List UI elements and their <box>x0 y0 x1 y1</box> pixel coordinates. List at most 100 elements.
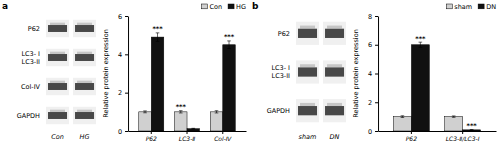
x-tick: LC3-Ⅱ/LC3-Ⅰ <box>446 131 480 142</box>
panel: aP62LC3- ILC3-IICol-IVGAPDHConHG <box>2 1 96 141</box>
blot-background <box>323 22 346 45</box>
x-tick: P62 <box>406 131 417 142</box>
bar <box>151 37 164 131</box>
blot-smear <box>50 81 65 83</box>
y-tick-label: 4 <box>368 70 372 78</box>
blot-background <box>296 60 319 83</box>
row-label: GAPDH <box>267 107 290 115</box>
x-tick-label: Col-Ⅳ <box>214 135 232 142</box>
legend: shamDN <box>446 3 496 11</box>
y-axis-title: Relative protein expression <box>352 29 360 118</box>
significance-label: *** <box>224 33 235 41</box>
x-axis: P62 LC3-Ⅱ Col-Ⅳ <box>129 131 247 142</box>
x-tick-label: LC3-Ⅱ/LC3-Ⅰ <box>446 135 480 142</box>
blot-background <box>73 49 96 66</box>
blot-background <box>46 49 69 66</box>
blot-smear <box>300 103 315 106</box>
y-axis: 0 2 4 6 <box>118 13 129 136</box>
blot-smear <box>300 26 315 29</box>
y-tick-label: 8 <box>368 13 372 21</box>
blot-background <box>296 99 319 122</box>
error-bar <box>419 42 423 47</box>
blot-band <box>75 54 94 61</box>
legend-swatch <box>228 4 234 9</box>
x-tick-mark <box>462 131 463 134</box>
column-label: HG <box>80 133 90 141</box>
y-tick: 6 <box>118 13 128 21</box>
bar <box>223 45 236 131</box>
bar <box>393 117 411 131</box>
significance-label: *** <box>176 103 187 111</box>
legend-item: HG <box>228 3 246 11</box>
y-axis-title: Relative protein expression <box>102 29 110 118</box>
x-tick-mark <box>411 131 412 134</box>
panel: 0 2 4 6 8 P62 LC3-Ⅱ/LC3-Ⅰ Relative protein expr… <box>352 3 496 142</box>
plot: 0 2 4 6 8 P62 LC3-Ⅱ/LC3-Ⅰ Relative protein expr… <box>352 3 496 142</box>
legend-swatch <box>478 4 484 9</box>
error-bar <box>143 111 147 113</box>
y-tick: 0 <box>118 128 128 136</box>
blot-band <box>298 106 317 115</box>
blot-background <box>323 60 346 83</box>
blot-background <box>296 22 319 45</box>
y-tick-mark <box>125 54 128 55</box>
blot-smear <box>50 23 65 25</box>
bar <box>139 112 152 131</box>
y-tick-mark <box>375 16 378 17</box>
blot-band <box>75 112 94 119</box>
y-tick-mark <box>125 131 128 132</box>
blot-background <box>73 20 96 37</box>
y-tick-label: 6 <box>368 41 372 49</box>
y-tick: 2 <box>118 89 128 97</box>
significance-label: *** <box>415 35 426 43</box>
bar <box>210 112 223 131</box>
legend-swatch <box>201 4 207 9</box>
blot-smear <box>300 64 315 67</box>
blot-band <box>298 67 317 76</box>
plot: 0 2 4 6 P62 LC3-Ⅱ Col-Ⅳ Relative protein expres… <box>102 3 246 142</box>
y-tick-mark <box>125 93 128 94</box>
x-axis-line <box>129 131 247 132</box>
panel-title: a <box>2 1 8 11</box>
y-tick-mark <box>375 102 378 103</box>
legend-item: DN <box>478 3 496 11</box>
y-tick-label: 2 <box>368 99 372 107</box>
blot-smear <box>327 103 342 106</box>
x-tick: Col-Ⅳ <box>214 131 232 142</box>
x-tick: P62 <box>146 131 157 142</box>
error-bar <box>156 33 160 41</box>
annotations: ********* <box>152 25 234 111</box>
y-tick-label: 0 <box>368 128 372 136</box>
blot-band <box>48 25 67 32</box>
panel: bP62LC3- ILC3-IIGAPDHshamDN <box>252 1 346 141</box>
panel-title: b <box>252 1 259 11</box>
blot-band <box>325 67 344 76</box>
x-tick-mark <box>222 131 223 134</box>
x-axis-line <box>379 131 497 132</box>
error-bar <box>452 116 456 117</box>
blot-band <box>325 106 344 115</box>
error-bar <box>227 41 231 49</box>
marks <box>393 42 480 131</box>
y-axis: 0 2 4 6 8 <box>368 13 379 136</box>
blot-smear <box>327 26 342 29</box>
row-label: LC3- ILC3-II <box>271 64 290 80</box>
blot-smear <box>77 23 92 25</box>
y-tick: 8 <box>368 13 378 21</box>
y-tick-mark <box>125 16 128 17</box>
blot-background <box>46 20 69 37</box>
blot-smear <box>77 52 92 54</box>
row-label: P62 <box>28 25 40 33</box>
x-axis: P62 LC3-Ⅱ/LC3-Ⅰ <box>379 131 497 142</box>
y-tick: 0 <box>368 128 378 136</box>
panel: 0 2 4 6 P62 LC3-Ⅱ Col-Ⅳ Relative protein expres… <box>102 3 246 142</box>
row-label: P62 <box>278 30 290 38</box>
y-axis-line <box>378 17 379 132</box>
legend-label: HG <box>236 3 246 11</box>
blot-smear <box>77 81 92 83</box>
y-tick: 4 <box>118 51 128 59</box>
x-tick-mark <box>187 131 188 134</box>
row-label: GAPDH <box>17 112 40 120</box>
x-tick: LC3-Ⅱ <box>179 131 196 142</box>
row-label: Col-IV <box>21 83 41 91</box>
